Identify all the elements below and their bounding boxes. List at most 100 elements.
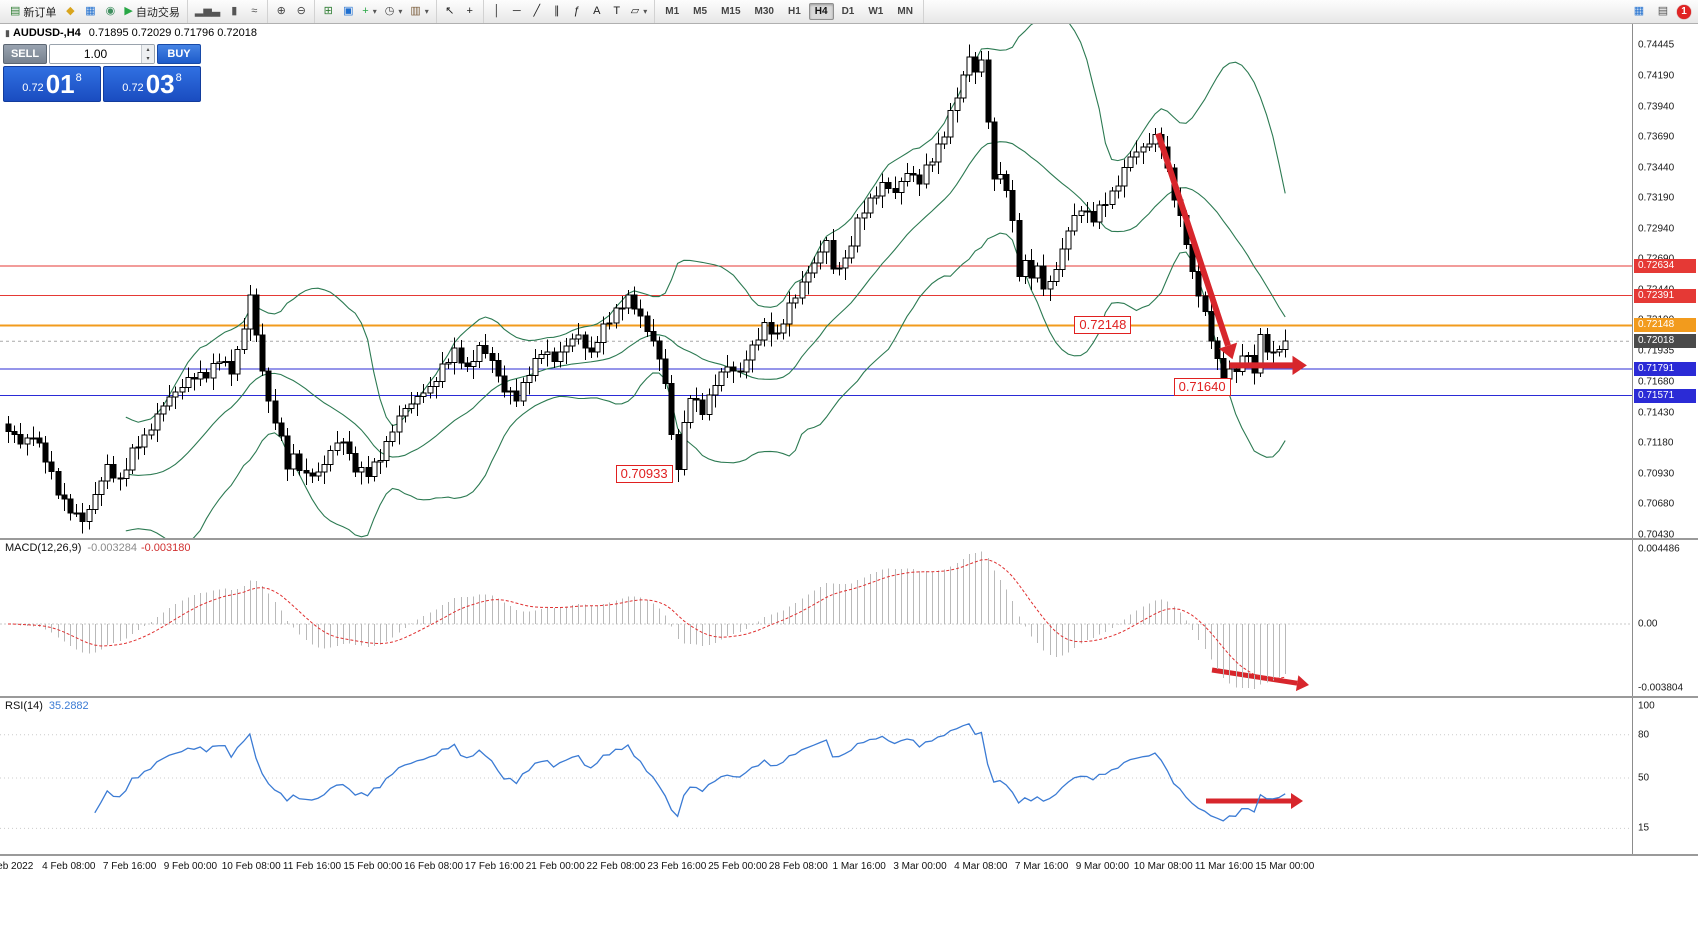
red-arrow-annotation[interactable] [1155,132,1238,360]
rsi-panel[interactable]: RSI(14) 35.2882 100 80 50 15 [0,698,1698,854]
notification-badge[interactable]: 1 [1677,4,1691,19]
sell-price-display[interactable]: 0.72 01 8 [3,66,101,102]
line-chart-icon: ≈ [251,5,258,17]
support-resistance-levels[interactable] [0,265,1632,397]
template-icon: ▥ [410,5,421,17]
price-tick: 0.74190 [1638,70,1675,82]
market-icon: ◆ [66,5,75,17]
community-icon: ◉ [105,5,116,17]
cursor-button[interactable]: ↖ [440,2,460,22]
rsi-tick: 50 [1638,772,1650,784]
sell-price-small: 0.72 [22,82,44,94]
time-label: 10 Mar 08:00 [1133,861,1193,872]
market-watch-icon: ▦ [1633,5,1645,17]
red-arrow-annotation[interactable] [1206,793,1303,809]
zoom-out-button[interactable]: ⊖ [291,2,311,22]
price-axis[interactable]: 0.74445 0.74190 0.73940 0.73690 0.73440 0.731… [1632,24,1698,538]
autotrading-button-label: 自动交易 [135,6,180,19]
shapes-button[interactable]: ▱ ▾ [627,2,651,22]
mql5-market-button[interactable]: ◆ [60,2,80,22]
community-button[interactable]: ◉ [100,2,120,22]
buy-button[interactable]: BUY [157,44,201,64]
crosshair-button[interactable]: + [460,2,480,22]
timeframe-m15-button[interactable]: M15 [721,6,741,17]
text-icon: A [593,5,601,17]
main-chart-panel[interactable]: ▮ AUDUSD-,H4 0.71895 0.72029 0.71796 0.720… [0,24,1698,538]
depth-icon: ▤ [1657,5,1669,17]
timeframe-m30-button[interactable]: M30 [754,6,774,17]
chart-title: ▮ AUDUSD-,H4 0.71895 0.72029 0.71796 0.720… [5,27,257,39]
time-label: 21 Feb 00:00 [525,861,585,872]
autotrading-button[interactable]: ▶ 自动交易 [120,2,183,22]
templates-button[interactable]: ▥ ▾ [406,2,432,22]
candlestick-button[interactable]: ▮ [224,2,244,22]
price-tick: 0.71430 [1638,407,1675,419]
red-arrow-annotation[interactable] [1229,355,1307,375]
price-tick: 0.71935 [1638,345,1675,357]
macd-tick: -0.003804 [1638,682,1684,694]
timeframe-mn-button[interactable]: MN [897,6,913,17]
arrange-charts-button[interactable]: ▣ [338,2,358,22]
buy-price-display[interactable]: 0.72 03 8 [103,66,201,102]
tile-windows-button[interactable]: ⊞ [318,2,338,22]
periods-button[interactable]: ◷ ▾ [381,2,407,22]
volume-input[interactable] [50,45,141,63]
main-chart-canvas[interactable] [0,24,1632,538]
shapes-icon: ▱ [630,5,640,17]
channel-button[interactable]: ∥ [547,2,567,22]
price-label-flag[interactable]: 0.72148 [1074,316,1132,335]
chevron-down-icon: ▾ [424,7,429,16]
depth-of-market-button[interactable]: ▤ [1653,2,1673,22]
zoom-out-icon: ⊖ [296,5,306,17]
market-watch-button[interactable]: ▦ [1629,2,1649,22]
panel-separator[interactable] [0,854,1698,856]
horizontal-line-button[interactable]: ─ [507,2,527,22]
plus-icon: + [362,5,369,17]
fibonacci-icon: ƒ [573,5,580,17]
bars-icon: ▂▅▃ [194,5,221,17]
bar-chart-button[interactable]: ▂▅▃ [191,2,224,22]
indicators-button[interactable]: + ▾ [358,2,380,22]
panel-separator[interactable] [0,538,1698,540]
volume-down-button[interactable]: ▾ [142,54,154,63]
rsi-axis[interactable]: 100 80 50 15 [1632,698,1698,854]
fibonacci-button[interactable]: ƒ [567,2,587,22]
time-label: 1 Mar 16:00 [832,861,886,872]
toolbar: ▤ 新订单 ◆ ▦ ◉ ▶ 自动交易 ▂▅▃ ▮ ≈ ⊕ ⊖ ⊞ ▣ + ▾ ◷ ▾ ▥ ▾ ↖ + │ ─ ╱ ∥ ƒ A T ▱ ▾ M… [0,0,1698,24]
timeframe-h1-button[interactable]: H1 [787,6,801,17]
sell-button[interactable]: SELL [3,44,47,64]
text-button[interactable]: A [587,2,607,22]
label-button[interactable]: T [607,2,627,22]
candlestick-series[interactable] [5,44,1289,534]
volume-spinner: ▴ ▾ [141,45,154,63]
time-axis[interactable]: 3 Feb 2022 4 Feb 08:00 7 Feb 16:00 9 Feb 00… [0,856,1698,880]
macd-label: MACD(12,26,9) -0.003284 -0.003180 [5,542,191,554]
toolbar-group-cursor: ↖ + [437,0,484,23]
chevron-down-icon: ▾ [643,7,648,16]
price-label-flag[interactable]: 0.70933 [615,464,673,483]
crosshair-icon: + [466,5,473,17]
timeframe-m5-button[interactable]: M5 [693,6,708,17]
trendline-button[interactable]: ╱ [527,2,547,22]
timeframe-d1-button[interactable]: D1 [841,6,855,17]
zoom-in-button[interactable]: ⊕ [271,2,291,22]
line-chart-button[interactable]: ≈ [244,2,264,22]
volume-up-button[interactable]: ▴ [142,45,154,54]
timeframe-w1-button[interactable]: W1 [868,6,884,17]
timeframe-h4-button[interactable]: H4 [808,3,834,20]
macd-axis[interactable]: 0.004486 0.00 -0.003804 [1632,540,1698,696]
price-label-flag[interactable]: 0.71640 [1173,378,1231,397]
macd-panel[interactable]: MACD(12,26,9) -0.003284 -0.003180 0.004486… [0,540,1698,696]
price-tick: 0.73440 [1638,162,1675,174]
panel-separator[interactable] [0,696,1698,698]
volume-field: ▴ ▾ [49,44,155,64]
time-label: 9 Feb 00:00 [163,861,218,872]
time-label: 7 Mar 16:00 [1014,861,1069,872]
charts-window-button[interactable]: ▦ [80,2,100,22]
new-order-button[interactable]: ▤ 新订单 [6,2,60,22]
vertical-line-button[interactable]: │ [487,2,507,22]
time-label: 11 Mar 16:00 [1194,861,1254,872]
rsi-canvas [0,723,1632,829]
timeframe-m1-button[interactable]: M1 [665,6,680,17]
toolbar-group-chart-types: ▂▅▃ ▮ ≈ [188,0,269,23]
